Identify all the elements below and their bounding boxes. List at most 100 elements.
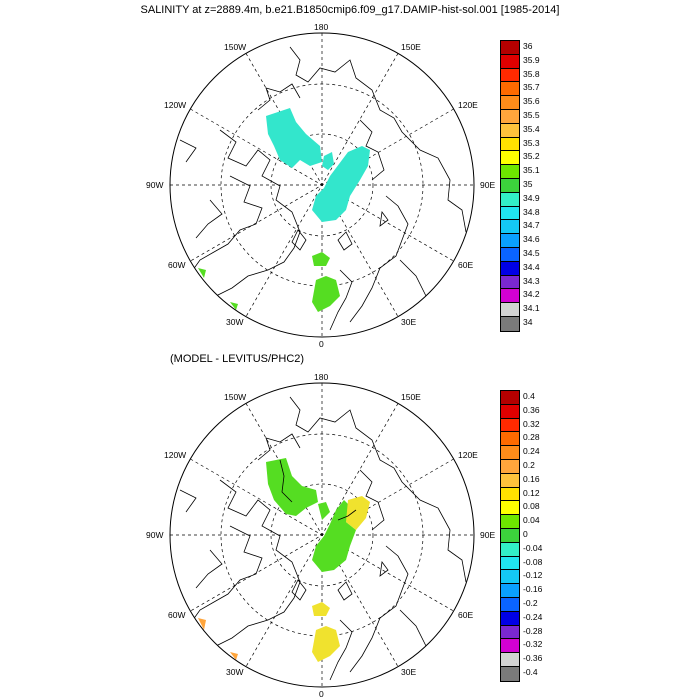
bottom-coastlines — [179, 396, 467, 681]
bottom-colorbar-box — [501, 459, 519, 474]
top-colorbar-label: 35.6 — [523, 96, 540, 107]
difference-subtitle: (MODEL - LEVITUS/PHC2) — [170, 353, 305, 365]
bottom-colorbar-box — [501, 639, 519, 654]
bottom-colorbar-label: -0.04 — [523, 542, 543, 553]
bottom-zero-contours — [279, 459, 357, 521]
bottom-lomonosov-patch — [346, 496, 370, 530]
bottom-colorbar-label: -0.08 — [523, 556, 543, 567]
top-colorbar-label: 35.4 — [523, 123, 540, 134]
bottom-colorbar-box — [501, 542, 519, 557]
top-coastlines — [179, 46, 467, 331]
bottom-colorbar-label: 0 — [523, 529, 528, 539]
bottom-nordic-patch — [312, 626, 340, 662]
bottom-labrador-patch — [198, 618, 206, 630]
bottom-lon-120w: 120W — [164, 450, 187, 460]
bottom-colorbar-label: -0.24 — [523, 611, 543, 622]
top-ridge-patch — [322, 152, 334, 170]
top-lon-180: 180 — [314, 22, 329, 32]
top-lon-60w: 60W — [168, 260, 186, 270]
top-colorbar-box — [501, 68, 519, 83]
bottom-colorbar-label: 0.36 — [523, 404, 540, 415]
top-lon-150e: 150E — [401, 42, 421, 52]
bottom-lon-90e: 90E — [480, 530, 496, 540]
top-colorbar-box — [501, 54, 519, 69]
bottom-colorbar-label: 0.2 — [523, 460, 535, 470]
top-lon-150w: 150W — [224, 42, 247, 52]
top-colorbar-label: 35.1 — [523, 165, 540, 176]
bottom-colorbar-label: 0.12 — [523, 487, 540, 498]
top-colorbar-label: 35.5 — [523, 110, 540, 120]
top-colorbar-label: 34.2 — [523, 289, 540, 300]
bottom-lon-30e: 30E — [401, 667, 417, 677]
bottom-lon-180: 180 — [314, 372, 329, 382]
top-colorbar-label: 34.3 — [523, 275, 540, 286]
bottom-colorbar-box — [501, 418, 519, 433]
top-colorbar-box — [501, 247, 519, 262]
bottom-colorbar-box — [501, 473, 519, 488]
top-colorbar-label: 34 — [523, 317, 533, 327]
bottom-colorbar-label: -0.28 — [523, 625, 543, 636]
bottom-lon-120e: 120E — [458, 450, 478, 460]
bottom-colorbar-box — [501, 625, 519, 640]
top-colorbar-box — [501, 178, 519, 193]
bottom-lon-0: 0 — [319, 689, 324, 699]
bottom-colorbar-box — [501, 446, 519, 460]
bottom-colorbar-box — [501, 404, 519, 419]
top-colorbar-box — [501, 192, 519, 207]
top-colorbar-box — [501, 206, 519, 221]
bottom-lon-90w: 90W — [146, 530, 164, 540]
top-colorbar-box — [501, 96, 519, 110]
bottom-colorbar-box — [501, 570, 519, 585]
bottom-colorbar-box — [501, 515, 519, 529]
bottom-colorbar-box — [501, 501, 519, 516]
bottom-difference-patches — [198, 458, 370, 662]
bottom-fram-patch — [312, 602, 330, 616]
top-atlantic-patch — [230, 302, 238, 310]
bottom-colorbar-label: 0.24 — [523, 446, 540, 457]
top-colorbar-box — [501, 137, 519, 152]
top-lon-90e: 90E — [480, 180, 496, 190]
bottom-colorbar-label: -0.36 — [523, 653, 543, 664]
bottom-colorbar-label: -0.4 — [523, 667, 538, 677]
top-lon-30e: 30E — [401, 317, 417, 327]
top-colorbar-label: 35 — [523, 179, 533, 189]
bottom-colorbar-label: 0.4 — [523, 391, 535, 401]
top-colorbar-box — [501, 289, 519, 304]
bottom-canada-basin-patch — [266, 458, 318, 516]
bottom-lon-150e: 150E — [401, 392, 421, 402]
top-colorbar — [500, 40, 520, 332]
top-lon-60e: 60E — [458, 260, 474, 270]
top-colorbar-box — [501, 123, 519, 138]
top-meridians — [170, 33, 474, 337]
bottom-colorbar-label: 0.04 — [523, 515, 540, 526]
bottom-colorbar-box — [501, 597, 519, 612]
top-lon-120w: 120W — [164, 100, 187, 110]
bottom-colorbar-label: 0.08 — [523, 501, 540, 512]
bottom-lon-150w: 150W — [224, 392, 247, 402]
bottom-colorbar-label: 0.16 — [523, 473, 540, 484]
top-colorbar-label: 35.9 — [523, 54, 540, 65]
top-salinity-map — [169, 32, 475, 338]
top-colorbar-box — [501, 316, 519, 331]
top-lon-120e: 120E — [458, 100, 478, 110]
top-colorbar-label: 35.7 — [523, 82, 540, 93]
top-colorbar-label: 35.3 — [523, 137, 540, 148]
top-colorbar-label: 34.8 — [523, 206, 540, 217]
bottom-colorbar-label: -0.12 — [523, 570, 543, 581]
top-nordic-patch — [312, 276, 340, 312]
bottom-colorbar-box — [501, 653, 519, 667]
top-colorbar-label: 34.4 — [523, 261, 540, 272]
bottom-colorbar-box — [501, 432, 519, 447]
bottom-colorbar-box — [501, 487, 519, 502]
bottom-colorbar-box — [501, 611, 519, 626]
top-colorbar-label: 35.2 — [523, 151, 540, 162]
top-labrador-patch — [198, 268, 206, 278]
bottom-difference-map — [169, 382, 475, 688]
top-colorbar-box — [501, 165, 519, 179]
bottom-colorbar-box — [501, 666, 519, 681]
bottom-lon-60w: 60W — [168, 610, 186, 620]
bottom-colorbar-box — [501, 556, 519, 571]
bottom-map-border — [169, 382, 475, 688]
bottom-atlantic-patch — [230, 652, 238, 660]
